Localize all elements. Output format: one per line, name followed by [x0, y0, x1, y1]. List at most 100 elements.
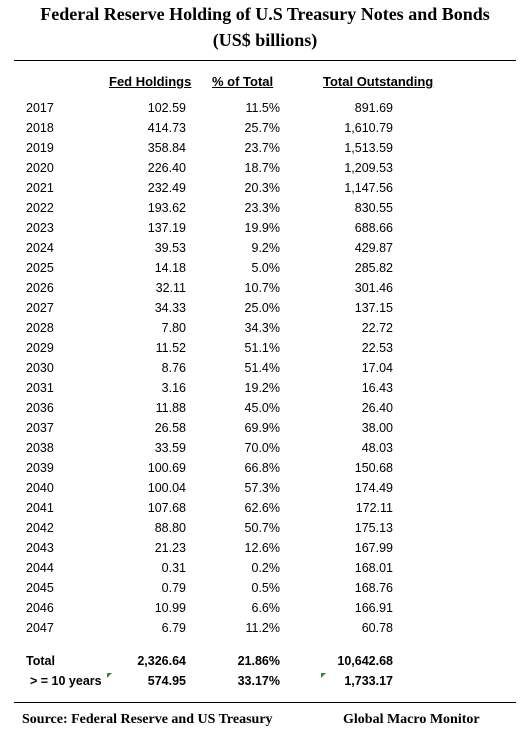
percent-cell: 62.6% — [244, 501, 280, 515]
year-cell: 2027 — [26, 301, 54, 315]
table-row: 2036 11.88 45.0% 26.40 — [0, 401, 530, 421]
table-row: 2042 88.80 50.7% 175.13 — [0, 521, 530, 541]
table-row: 2025 14.18 5.0% 285.82 — [0, 261, 530, 281]
total-label: Total — [26, 654, 55, 668]
ten-year-label: > = 10 years — [30, 674, 102, 688]
year-cell: 2024 — [26, 241, 54, 255]
year-cell: 2017 — [26, 101, 54, 115]
percent-cell: 18.7% — [244, 161, 280, 175]
table-row: 2017 102.59 11.5% 891.69 — [0, 101, 530, 121]
percent-cell: 45.0% — [244, 401, 280, 415]
fed-holdings-cell: 33.59 — [154, 441, 186, 455]
column-header-fed-holdings: Fed Holdings — [109, 74, 192, 89]
table-row: 2041 107.68 62.6% 172.11 — [0, 501, 530, 521]
total-outstanding-cell: 1,209.53 — [344, 161, 393, 175]
fed-holdings-cell: 39.53 — [154, 241, 186, 255]
ten-year-outstanding: 1,733.17 — [344, 674, 393, 688]
percent-cell: 9.2% — [251, 241, 281, 255]
year-cell: 2036 — [26, 401, 54, 415]
table-row: 2023 137.19 19.9% 688.66 — [0, 221, 530, 241]
year-cell: 2023 — [26, 221, 54, 235]
fed-holdings-cell: 232.49 — [147, 181, 186, 195]
year-cell: 2020 — [26, 161, 54, 175]
fed-holdings-cell: 100.04 — [147, 481, 186, 495]
percent-cell: 12.6% — [244, 541, 280, 555]
total-outstanding-cell: 22.53 — [361, 341, 393, 355]
fed-holdings-cell: 26.58 — [154, 421, 186, 435]
fed-holdings-cell: 107.68 — [147, 501, 186, 515]
percent-cell: 51.4% — [244, 361, 280, 375]
fed-holdings-cell: 414.73 — [147, 121, 186, 135]
table-row: 2019 358.84 23.7% 1,513.59 — [0, 141, 530, 161]
total-outstanding-cell: 688.66 — [354, 221, 393, 235]
year-cell: 2047 — [26, 621, 54, 635]
fed-holdings-cell: 137.19 — [147, 221, 186, 235]
ten-year-percent: 33.17% — [237, 674, 280, 688]
table-row: 2040 100.04 57.3% 174.49 — [0, 481, 530, 501]
fed-holdings-cell: 226.40 — [147, 161, 186, 175]
table-row: 2038 33.59 70.0% 48.03 — [0, 441, 530, 461]
percent-cell: 25.7% — [244, 121, 280, 135]
table-row: 2046 10.99 6.6% 166.91 — [0, 601, 530, 621]
total-outstanding-cell: 175.13 — [354, 521, 393, 535]
total-outstanding-cell: 1,610.79 — [344, 121, 393, 135]
year-cell: 2037 — [26, 421, 54, 435]
total-outstanding-cell: 167.99 — [354, 541, 393, 555]
total-outstanding-cell: 174.49 — [354, 481, 393, 495]
percent-cell: 0.2% — [251, 561, 281, 575]
fed-holdings-cell: 11.52 — [155, 341, 186, 355]
total-outstanding-cell: 48.03 — [361, 441, 393, 455]
total-outstanding-cell: 16.43 — [361, 381, 393, 395]
fed-holdings-cell: 6.79 — [161, 621, 186, 635]
table-row: 2022 193.62 23.3% 830.55 — [0, 201, 530, 221]
year-cell: 2038 — [26, 441, 54, 455]
total-percent: 21.86% — [237, 654, 280, 668]
year-cell: 2031 — [26, 381, 54, 395]
year-cell: 2026 — [26, 281, 54, 295]
percent-cell: 23.3% — [244, 201, 280, 215]
year-cell: 2044 — [26, 561, 54, 575]
total-outstanding-cell: 830.55 — [354, 201, 393, 215]
percent-cell: 20.3% — [244, 181, 280, 195]
percent-cell: 69.9% — [244, 421, 280, 435]
percent-cell: 19.9% — [244, 221, 280, 235]
table-row: 2018 414.73 25.7% 1,610.79 — [0, 121, 530, 141]
year-cell: 2040 — [26, 481, 54, 495]
percent-cell: 10.7% — [244, 281, 280, 295]
year-cell: 2019 — [26, 141, 54, 155]
total-outstanding: 10,642.68 — [337, 654, 393, 668]
year-cell: 2045 — [26, 581, 54, 595]
percent-cell: 66.8% — [244, 461, 280, 475]
fed-holdings-cell: 0.79 — [161, 581, 186, 595]
table-row: 2044 0.31 0.2% 168.01 — [0, 561, 530, 581]
fed-holdings-cell: 32.11 — [155, 281, 186, 295]
year-cell: 2018 — [26, 121, 54, 135]
table-row: 2030 8.76 51.4% 17.04 — [0, 361, 530, 381]
table-row: 2026 32.11 10.7% 301.46 — [0, 281, 530, 301]
total-outstanding-cell: 166.91 — [354, 601, 393, 615]
total-outstanding-cell: 891.69 — [354, 101, 393, 115]
table-row: 2021 232.49 20.3% 1,147.56 — [0, 181, 530, 201]
fed-holdings-cell: 14.18 — [154, 261, 186, 275]
percent-cell: 0.5% — [251, 581, 281, 595]
bottom-divider — [14, 702, 516, 703]
total-outstanding-cell: 17.04 — [361, 361, 393, 375]
percent-cell: 5.0% — [251, 261, 281, 275]
total-outstanding-cell: 1,147.56 — [344, 181, 393, 195]
total-outstanding-cell: 301.46 — [354, 281, 393, 295]
page-subtitle: (US$ billions) — [212, 30, 318, 50]
table-row: 2028 7.80 34.3% 22.72 — [0, 321, 530, 341]
fed-holdings-cell: 0.31 — [161, 561, 186, 575]
percent-cell: 11.5% — [245, 101, 280, 115]
fed-holdings-cell: 34.33 — [154, 301, 186, 315]
total-outstanding-cell: 22.72 — [361, 321, 393, 335]
fed-holdings-cell: 8.76 — [161, 361, 186, 375]
year-cell: 2030 — [26, 361, 54, 375]
cell-comment-marker — [321, 673, 326, 678]
column-header-total-outstanding: Total Outstanding — [323, 74, 434, 89]
brand-label: Global Macro Monitor — [343, 712, 480, 727]
percent-cell: 34.3% — [244, 321, 280, 335]
fed-holdings-cell: 102.59 — [147, 101, 186, 115]
fed-holdings-cell: 358.84 — [147, 141, 186, 155]
year-cell: 2022 — [26, 201, 54, 215]
